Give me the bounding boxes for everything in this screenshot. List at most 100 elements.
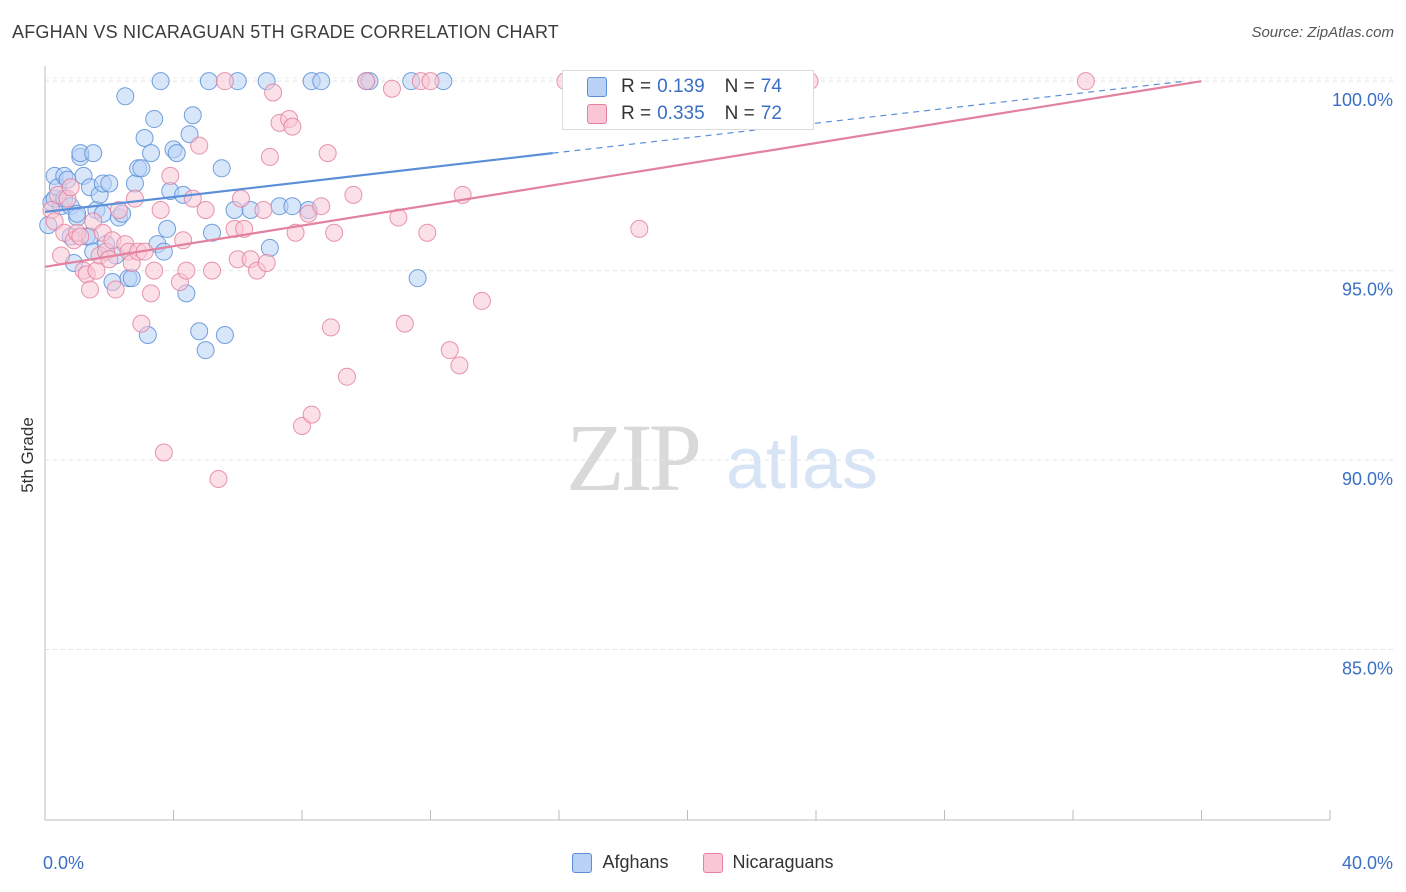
afghans-trendline-extension <box>552 80 1186 154</box>
nicaraguans-trendline <box>44 80 1202 268</box>
nicaraguans-point <box>260 147 279 166</box>
nicaraguans-n-value: 72 <box>760 103 782 124</box>
afghans-point <box>142 144 161 163</box>
nicaraguans-point <box>264 83 283 102</box>
afghans-point <box>196 341 215 360</box>
x-tick-label: 0.0% <box>43 853 84 873</box>
afghans-point <box>203 223 222 242</box>
nicaraguans-point <box>154 443 173 462</box>
afghans-point <box>116 87 135 106</box>
legend-swatch-afghans <box>572 852 593 873</box>
afghans-r-value: 0.139 <box>657 76 705 97</box>
nicaraguans-point <box>80 280 99 299</box>
nicaraguans-point <box>325 223 344 242</box>
legend-item-afghans[interactable]: Afghans <box>572 852 669 873</box>
nicaraguans-point <box>190 136 209 155</box>
afghans-point <box>312 72 331 91</box>
nicaraguans-point <box>344 185 363 204</box>
nicaraguans-point <box>209 469 228 488</box>
nicaraguans-point <box>100 250 119 269</box>
afghans-point <box>212 159 231 178</box>
nicaraguans-point <box>450 356 469 375</box>
afghans-point <box>122 269 141 288</box>
afghans-point <box>190 322 209 341</box>
nicaraguans-point <box>395 314 414 333</box>
nicaraguans-point <box>418 223 437 242</box>
nicaraguans-point <box>286 223 305 242</box>
afghans-n-value: 74 <box>760 76 782 97</box>
y-tick-label: 85.0% <box>1342 658 1393 678</box>
nicaraguans-point <box>52 246 71 265</box>
nicaraguans-point <box>161 166 180 185</box>
nicaraguans-point <box>318 144 337 163</box>
afghans-point <box>408 269 427 288</box>
nicaraguans-point <box>61 178 80 197</box>
nicaraguans-point <box>215 72 234 91</box>
legend-label-afghans: Afghans <box>602 852 669 872</box>
series-legend: Afghans Nicaraguans <box>0 852 1406 873</box>
afghans-point <box>151 72 170 91</box>
afghans-swatch <box>587 77 607 97</box>
nicaraguans-point <box>106 280 125 299</box>
nicaraguans-point <box>257 254 276 273</box>
nicaraguans-point <box>312 197 331 216</box>
y-tick-label: 95.0% <box>1342 280 1393 300</box>
nicaraguans-point <box>421 72 440 91</box>
nicaraguans-point <box>382 79 401 98</box>
afghans-point <box>260 238 279 257</box>
nicaraguans-point <box>71 227 90 246</box>
nicaraguans-point <box>132 314 151 333</box>
nicaraguans-point <box>337 367 356 386</box>
nicaraguans-point <box>142 284 161 303</box>
nicaraguans-point <box>630 219 649 238</box>
afghans-point <box>84 144 103 163</box>
x-tick-label: 40.0% <box>1342 853 1393 873</box>
nicaraguans-point <box>440 341 459 360</box>
afghans-point <box>145 110 164 129</box>
legend-swatch-nicaraguans <box>702 852 723 873</box>
nicaraguans-point <box>321 318 340 337</box>
nicaraguans-point <box>196 200 215 219</box>
nicaraguans-point <box>1076 72 1095 91</box>
nicaraguans-point <box>254 200 273 219</box>
afghans-n-label: N = <box>724 76 755 97</box>
nicaraguans-point <box>151 200 170 219</box>
nicaraguans-point <box>109 200 128 219</box>
y-tick-label: 90.0% <box>1342 469 1393 489</box>
legend-label-nicaraguans: Nicaraguans <box>732 852 834 872</box>
nicaraguans-point <box>231 189 250 208</box>
nicaraguans-point <box>177 261 196 280</box>
watermark-zip: ZIP <box>566 404 699 511</box>
nicaraguans-point <box>357 72 376 91</box>
nicaraguans-point <box>302 405 321 424</box>
nicaraguans-n-label: N = <box>724 103 755 124</box>
afghans-point <box>167 144 186 163</box>
nicaraguans-point <box>125 189 144 208</box>
afghans-trendline <box>44 152 553 213</box>
afghans-point <box>283 197 302 216</box>
stats-legend: R = 0.139 N = 74 R = 0.335 N = 72 <box>562 70 814 130</box>
nicaraguans-point <box>472 291 491 310</box>
stats-row-afghans: R = 0.139 N = 74 <box>587 73 782 101</box>
nicaraguans-point <box>283 117 302 136</box>
watermark: ZIP atlas <box>566 404 878 511</box>
source-label: Source: ZipAtlas.com <box>1251 24 1394 41</box>
afghans-point <box>215 326 234 345</box>
stats-row-nicaraguans: R = 0.335 N = 72 <box>587 100 782 128</box>
afghans-point <box>199 72 218 91</box>
chart-title: AFGHAN VS NICARAGUAN 5TH GRADE CORRELATI… <box>12 22 560 42</box>
legend-item-nicaraguans[interactable]: Nicaraguans <box>702 852 834 873</box>
afghans-point <box>125 174 144 193</box>
afghans-r-label: R = <box>621 76 652 97</box>
afghans-point <box>132 159 151 178</box>
nicaraguans-point <box>145 261 164 280</box>
afghans-point <box>100 174 119 193</box>
afghans-point <box>183 106 202 125</box>
y-tick-label: 100.0% <box>1332 90 1393 110</box>
nicaraguans-point <box>203 261 222 280</box>
nicaraguans-r-value: 0.335 <box>657 103 705 124</box>
nicaraguans-r-label: R = <box>621 103 652 124</box>
nicaraguans-swatch <box>587 104 607 124</box>
afghans-point <box>158 219 177 238</box>
